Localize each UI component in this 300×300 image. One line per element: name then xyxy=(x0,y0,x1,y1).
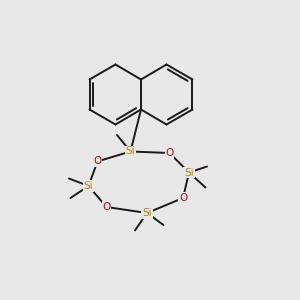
Text: O: O xyxy=(93,156,102,167)
Text: Si: Si xyxy=(84,181,93,191)
Text: Si: Si xyxy=(142,208,152,218)
Text: O: O xyxy=(165,148,174,158)
Text: Si: Si xyxy=(184,167,194,178)
Text: O: O xyxy=(179,193,187,203)
Text: O: O xyxy=(102,202,111,212)
Text: Si: Si xyxy=(126,146,135,157)
